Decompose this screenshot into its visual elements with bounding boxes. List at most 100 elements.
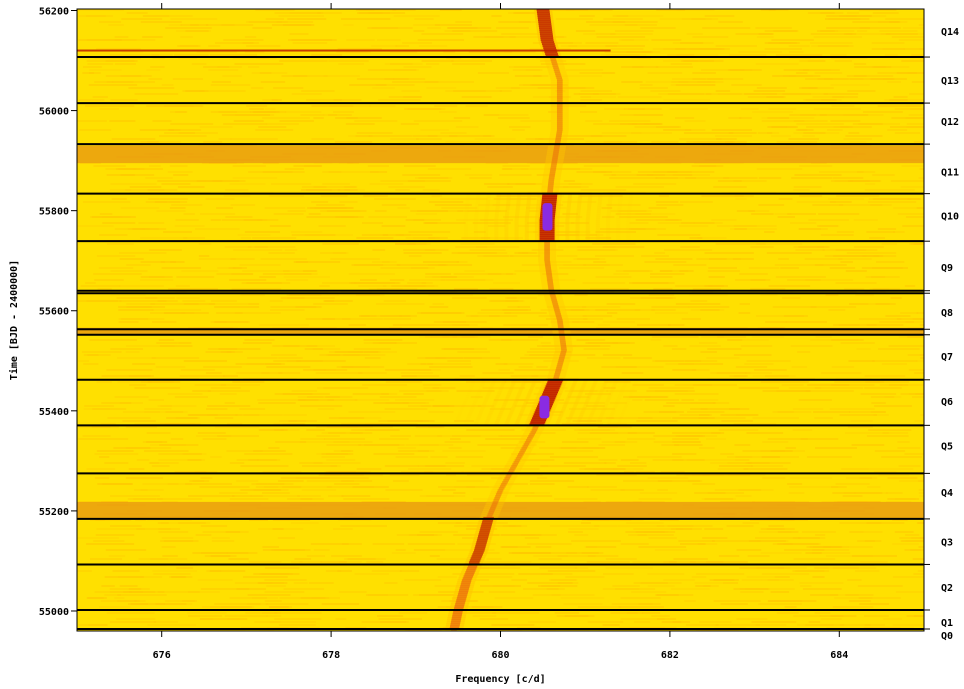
- noise-speck: [761, 456, 800, 458]
- noise-speck: [262, 117, 310, 119]
- sidelobe: [457, 412, 462, 416]
- noise-speck: [258, 402, 296, 404]
- noise-speck: [694, 492, 726, 494]
- noise-speck: [504, 465, 548, 467]
- ridge-core: [555, 312, 561, 316]
- noise-speck: [638, 498, 672, 500]
- noise-speck: [94, 81, 114, 83]
- noise-speck: [362, 222, 384, 224]
- sidelobe: [484, 226, 489, 230]
- ridge-halo: [483, 506, 502, 510]
- sidelobe: [524, 216, 529, 220]
- sidelobe: [611, 408, 616, 412]
- ridge-core: [548, 180, 554, 184]
- noise-speck: [317, 408, 335, 410]
- noise-speck: [730, 228, 777, 230]
- sidelobe: [606, 398, 611, 402]
- noise-speck: [502, 216, 552, 218]
- noise-speck: [704, 285, 724, 287]
- noise-speck: [651, 615, 670, 617]
- noise-speck: [843, 138, 872, 140]
- ridge-core: [503, 478, 509, 482]
- noise-speck: [125, 426, 158, 428]
- sidelobe: [612, 406, 617, 410]
- noise-speck: [627, 432, 655, 434]
- noise-speck: [325, 396, 340, 398]
- noise-speck: [413, 24, 440, 26]
- noise-speck: [451, 435, 502, 437]
- sidelobe: [600, 386, 605, 390]
- ridge-halo: [550, 100, 569, 104]
- noise-speck: [656, 525, 694, 527]
- quarter-label: Q0: [941, 631, 953, 642]
- sidelobe: [516, 394, 521, 398]
- noise-speck: [555, 168, 593, 170]
- noise-speck: [445, 549, 495, 551]
- ridge-core: [451, 628, 457, 631]
- noise-speck: [327, 399, 358, 401]
- noise-speck: [395, 456, 428, 458]
- ridge-core: [544, 242, 550, 246]
- noise-speck: [707, 492, 745, 494]
- noise-speck: [782, 93, 828, 95]
- sidelobe: [600, 412, 605, 416]
- noise-speck: [582, 315, 613, 317]
- noise-speck: [650, 339, 662, 341]
- noise-speck: [456, 390, 495, 392]
- noise-speck: [801, 531, 836, 533]
- noise-speck: [572, 420, 597, 422]
- noise-speck: [433, 321, 467, 323]
- sidelobe: [596, 216, 601, 220]
- noise-speck: [322, 318, 335, 320]
- noise-speck: [538, 315, 562, 317]
- ridge-core: [560, 352, 566, 356]
- noise-speck: [585, 120, 603, 122]
- noise-speck: [254, 621, 281, 623]
- noise-speck: [233, 249, 283, 251]
- noise-speck: [166, 417, 198, 419]
- noise-speck: [432, 405, 482, 407]
- noise-speck: [833, 255, 884, 257]
- noise-speck: [136, 528, 181, 530]
- ridge-halo: [542, 290, 561, 294]
- noise-speck: [871, 42, 905, 44]
- noise-speck: [799, 582, 844, 584]
- noise-speck: [579, 195, 623, 197]
- noise-speck: [94, 591, 143, 593]
- noise-speck: [789, 51, 804, 53]
- sidelobe: [524, 220, 529, 224]
- noise-speck: [878, 474, 910, 476]
- noise-speck: [548, 579, 577, 581]
- artifact-streak: [77, 49, 611, 52]
- ridge-core: [556, 116, 563, 120]
- noise-speck: [555, 18, 593, 20]
- ridge-core: [560, 344, 567, 348]
- noise-speck: [297, 495, 321, 497]
- noise-speck: [395, 399, 435, 401]
- noise-speck: [348, 135, 370, 137]
- noise-speck: [554, 498, 598, 500]
- ridge-halo: [550, 76, 569, 80]
- noise-speck: [610, 210, 647, 212]
- sidelobe: [524, 234, 529, 238]
- noise-speck: [860, 561, 888, 563]
- ridge-core: [465, 570, 475, 574]
- noise-speck: [859, 603, 890, 605]
- noise-speck: [182, 90, 209, 92]
- sidelobe: [557, 392, 562, 396]
- noise-speck: [168, 129, 181, 131]
- noise-speck: [407, 243, 431, 245]
- sidelobe: [525, 420, 530, 424]
- noise-speck: [114, 39, 156, 41]
- noise-speck: [282, 393, 330, 395]
- sidelobe: [494, 398, 499, 402]
- sidelobe: [465, 200, 470, 204]
- noise-speck: [767, 126, 798, 128]
- sidelobe: [473, 230, 478, 234]
- noise-speck: [651, 336, 699, 338]
- ridge-halo: [545, 60, 564, 64]
- sidelobe: [565, 234, 570, 238]
- ridge-halo: [549, 368, 568, 372]
- noise-speck: [641, 255, 669, 257]
- sidelobe: [454, 420, 459, 424]
